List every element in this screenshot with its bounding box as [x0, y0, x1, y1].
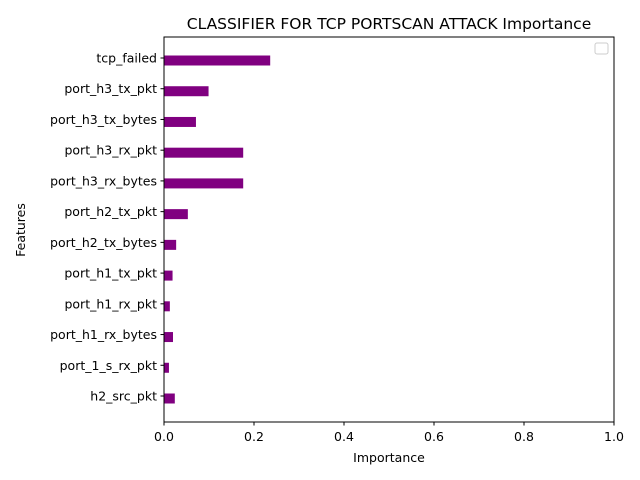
x-tick-label: 0.0	[154, 429, 174, 444]
y-tick-label: port_h3_rx_pkt	[64, 143, 157, 158]
y-axis-label: Features	[13, 203, 28, 257]
y-tick-label: port_h2_tx_bytes	[50, 235, 157, 250]
x-axis-label: Importance	[353, 450, 425, 465]
bar-h2_src_pkt	[164, 393, 175, 404]
plot-frame	[163, 36, 615, 423]
legend-box	[594, 42, 609, 55]
bar-port_h3_rx_bytes	[164, 178, 244, 189]
bar-port_h3_tx_bytes	[164, 116, 196, 127]
y-tick-label: port_1_s_rx_pkt	[60, 358, 157, 373]
y-tick-label: port_h1_rx_bytes	[50, 327, 157, 342]
x-tick-label: 0.8	[514, 429, 534, 444]
y-tick-label: h2_src_pkt	[90, 389, 157, 404]
bars-group	[164, 55, 271, 404]
y-tick-label: port_h3_tx_bytes	[50, 112, 157, 127]
x-ticks-group: 0.0 0.2 0.4 0.6 0.8 1.0	[154, 422, 624, 444]
bar-port_h2_tx_pkt	[164, 209, 188, 220]
bar-port_h1_rx_bytes	[164, 332, 173, 343]
x-tick-label: 1.0	[604, 429, 624, 444]
y-tick-label: tcp_failed	[96, 51, 157, 66]
y-tick-label: port_h1_tx_pkt	[64, 266, 157, 281]
y-tick-label: port_h3_rx_bytes	[50, 173, 157, 188]
y-tick-label: port_h2_tx_pkt	[64, 204, 157, 219]
bar-port_h2_tx_bytes	[164, 239, 177, 250]
bar-port_h3_rx_pkt	[164, 147, 244, 158]
y-tick-label: port_h1_rx_pkt	[64, 296, 157, 311]
bar-port_h1_rx_pkt	[164, 301, 170, 312]
x-tick-label: 0.2	[244, 429, 264, 444]
y-ticks-group: tcp_failed port_h3_tx_pkt port_h3_tx_bytes…	[50, 51, 164, 404]
bar-port_1_s_rx_pkt	[164, 362, 169, 373]
bar-tcp_failed	[164, 55, 271, 66]
chart-title: CLASSIFIER FOR TCP PORTSCAN ATTACK Impor…	[187, 15, 591, 33]
bar-port_h1_tx_pkt	[164, 270, 173, 281]
x-tick-label: 0.4	[334, 429, 354, 444]
y-tick-label: port_h3_tx_pkt	[64, 81, 157, 96]
bar-port_h3_tx_pkt	[164, 86, 209, 97]
x-tick-label: 0.6	[424, 429, 444, 444]
